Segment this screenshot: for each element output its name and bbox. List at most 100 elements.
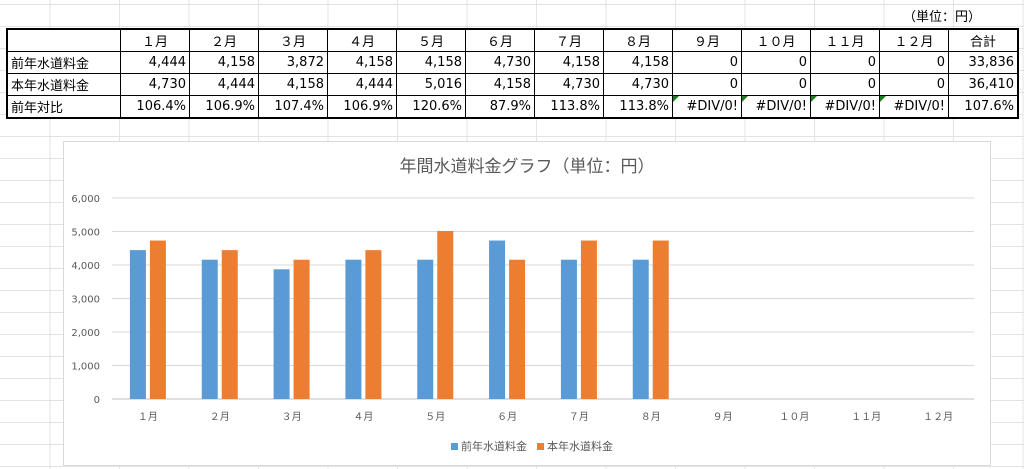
bar-prev-year[interactable] <box>632 259 649 399</box>
value-cell[interactable]: 87.9% <box>465 95 535 119</box>
chart-area[interactable]: 年間水道料金グラフ（単位：円） 0 1,000 2,000 3,000 4,000 5,0… <box>63 141 991 466</box>
value-cell[interactable]: #DIV/0! <box>810 95 880 119</box>
bar-this-year[interactable] <box>149 240 166 399</box>
value-cell[interactable]: 106.4% <box>120 95 190 119</box>
value-cell[interactable]: 106.9% <box>327 95 397 119</box>
header-cell[interactable]: ２月 <box>189 28 259 52</box>
data-table: １月 ２月 ３月 ４月 ５月 ６月 ７月 ８月 ９月 １０月 １１月 １２月 合計 前年水道料金 4,444… <box>6 28 1019 119</box>
value-cell[interactable]: 4,158 <box>189 51 259 74</box>
header-cell[interactable]: ５月 <box>396 28 466 52</box>
y-tick-label: 1,000 <box>71 362 100 373</box>
bar-this-year[interactable] <box>509 259 526 399</box>
value-cell[interactable]: 120.6% <box>396 95 466 119</box>
value-cell[interactable]: 113.8% <box>603 95 673 119</box>
y-tick-label: 5,000 <box>71 228 100 239</box>
row-label-cell[interactable]: 前年水道料金 <box>6 51 121 74</box>
table-row: 前年対比 106.4% 106.9% 107.4% 106.9% 120.6% 87.9% 1… <box>6 95 1019 119</box>
x-tick-label: １月 <box>138 411 158 423</box>
chart-title: 年間水道料金グラフ（単位：円） <box>399 157 655 177</box>
value-cell[interactable]: 4,444 <box>120 51 190 74</box>
table-row: 本年水道料金 4,730 4,444 4,158 4,444 5,016 4,158 4,73… <box>6 73 1019 96</box>
value-cell[interactable]: 36,410 <box>948 73 1019 96</box>
value-cell[interactable]: 3,872 <box>258 51 328 74</box>
value-cell[interactable]: 0 <box>672 73 742 96</box>
header-corner-cell[interactable] <box>6 28 121 52</box>
value-cell[interactable]: 0 <box>672 51 742 74</box>
value-cell[interactable]: #DIV/0! <box>741 95 811 119</box>
value-cell[interactable]: 4,730 <box>465 51 535 74</box>
value-cell[interactable]: #DIV/0! <box>879 95 949 119</box>
value-cell[interactable]: 5,016 <box>396 73 466 96</box>
value-cell[interactable]: 107.6% <box>948 95 1019 119</box>
header-cell[interactable]: ７月 <box>534 28 604 52</box>
value-cell[interactable]: 0 <box>879 73 949 96</box>
x-tick-label: ３月 <box>282 411 302 423</box>
header-cell[interactable]: １月 <box>120 28 190 52</box>
bar-prev-year[interactable] <box>345 259 362 399</box>
value-cell[interactable]: 33,836 <box>948 51 1019 74</box>
header-cell[interactable]: ６月 <box>465 28 535 52</box>
value-cell[interactable]: 4,730 <box>534 73 604 96</box>
value-cell[interactable]: 4,730 <box>603 73 673 96</box>
value-cell[interactable]: 4,444 <box>189 73 259 96</box>
value-cell[interactable]: 4,158 <box>327 51 397 74</box>
bar-this-year[interactable] <box>365 250 382 399</box>
value-cell[interactable]: 0 <box>879 51 949 74</box>
bar-this-year[interactable] <box>437 230 454 399</box>
bar-this-year[interactable] <box>221 250 238 399</box>
table-row: 前年水道料金 4,444 4,158 3,872 4,158 4,158 4,730 4,15… <box>6 51 1019 74</box>
legend-entry[interactable]: 本年水道料金 <box>547 440 613 453</box>
header-cell[interactable]: ３月 <box>258 28 328 52</box>
bar-prev-year[interactable] <box>273 269 290 399</box>
value-cell[interactable]: #DIV/0! <box>672 95 742 119</box>
value-cell[interactable]: 107.4% <box>258 95 328 119</box>
y-tick-label: 0 <box>94 395 100 406</box>
x-tick-label: ４月 <box>353 411 373 423</box>
value-cell[interactable]: 4,158 <box>396 51 466 74</box>
bar-this-year[interactable] <box>293 259 310 399</box>
header-cell[interactable]: 合計 <box>948 28 1019 52</box>
row-label-cell[interactable]: 前年対比 <box>6 95 121 119</box>
value-cell[interactable]: 106.9% <box>189 95 259 119</box>
legend-swatch <box>451 442 458 450</box>
y-tick-label: 4,000 <box>71 261 100 272</box>
bar-this-year[interactable] <box>580 240 597 399</box>
x-tick-label: １０月 <box>779 411 809 423</box>
x-tick-label: ５月 <box>425 411 445 423</box>
unit-label: （単位：円） <box>903 10 982 25</box>
value-cell[interactable]: 4,158 <box>258 73 328 96</box>
value-cell[interactable]: 0 <box>810 51 880 74</box>
bar-prev-year[interactable] <box>417 259 434 399</box>
legend-entry[interactable]: 前年水道料金 <box>461 440 527 453</box>
header-cell[interactable]: １１月 <box>810 28 880 52</box>
value-cell[interactable]: 0 <box>741 51 811 74</box>
y-tick-label: 2,000 <box>71 328 100 339</box>
x-tick-label: １１月 <box>851 411 881 423</box>
value-cell[interactable]: 0 <box>741 73 811 96</box>
chart-legend: 前年水道料金 本年水道料金 <box>64 438 990 454</box>
bar-this-year[interactable] <box>652 240 669 399</box>
header-cell[interactable]: １２月 <box>879 28 949 52</box>
bar-prev-year[interactable] <box>489 240 506 399</box>
header-cell[interactable]: ４月 <box>327 28 397 52</box>
x-tick-label: ２月 <box>210 411 230 423</box>
value-cell[interactable]: 113.8% <box>534 95 604 119</box>
value-cell[interactable]: 4,158 <box>534 51 604 74</box>
legend-swatch <box>537 442 544 450</box>
value-cell[interactable]: 4,158 <box>465 73 535 96</box>
x-tick-label: ６月 <box>497 411 517 423</box>
value-cell[interactable]: 4,730 <box>120 73 190 96</box>
bar-prev-year[interactable] <box>129 250 146 399</box>
y-tick-label: 3,000 <box>71 295 100 306</box>
header-cell[interactable]: ９月 <box>672 28 742 52</box>
y-tick-label: 6,000 <box>71 194 100 205</box>
value-cell[interactable]: 0 <box>810 73 880 96</box>
value-cell[interactable]: 4,444 <box>327 73 397 96</box>
value-cell[interactable]: 4,158 <box>603 51 673 74</box>
bar-prev-year[interactable] <box>201 259 218 399</box>
header-cell[interactable]: １０月 <box>741 28 811 52</box>
bar-prev-year[interactable] <box>560 259 577 399</box>
chart-plot: 0 1,000 2,000 3,000 4,000 5,000 6,000 １月 ２月 ３月 ４月 ５… <box>71 194 974 423</box>
row-label-cell[interactable]: 本年水道料金 <box>6 73 121 96</box>
header-cell[interactable]: ８月 <box>603 28 673 52</box>
